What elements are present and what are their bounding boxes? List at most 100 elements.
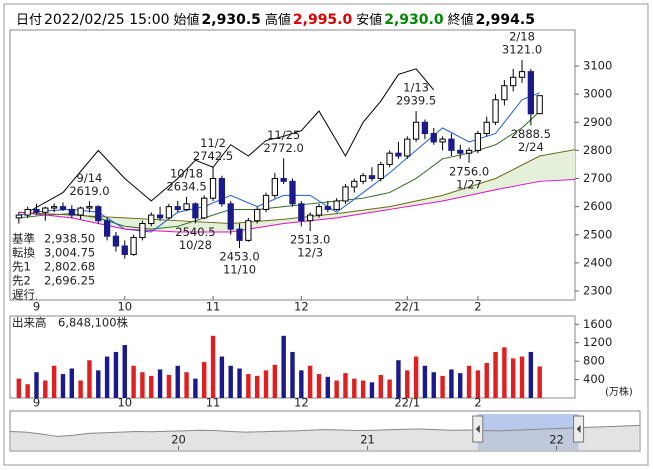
header-value: 2,930.5 xyxy=(201,12,261,28)
volume-bar xyxy=(413,356,419,398)
volume-bar xyxy=(122,345,127,398)
volume-bar xyxy=(219,356,225,398)
candle-body xyxy=(33,208,40,213)
volume-bar xyxy=(493,351,498,398)
header-label: 高値 xyxy=(264,13,291,28)
volume-bar xyxy=(87,360,92,398)
volume-bar xyxy=(113,351,119,398)
price-panel xyxy=(9,29,576,301)
y-tick-label: 400 xyxy=(583,372,605,386)
header-value: 2,994.5 xyxy=(475,12,535,28)
legend-name: 基準 xyxy=(12,232,35,246)
candle-body xyxy=(315,206,323,216)
annotation-date: 10/18 xyxy=(170,166,203,180)
legend-box xyxy=(11,232,99,299)
header-label: 終値 xyxy=(447,13,474,28)
volume-bar xyxy=(96,370,101,398)
candle-body xyxy=(24,208,31,216)
volume-bar xyxy=(369,382,375,398)
volume-bar xyxy=(166,374,172,398)
volume-bar xyxy=(475,370,481,398)
annotation-value: 2756.0 xyxy=(449,164,489,178)
annotation-value: 2453.0 xyxy=(219,249,259,263)
candle-body xyxy=(262,194,270,210)
candle-body xyxy=(183,203,190,210)
volume-bar xyxy=(510,358,516,398)
candle-body xyxy=(298,203,305,222)
candle-body xyxy=(156,214,164,219)
candle-body xyxy=(527,71,535,115)
candle-body xyxy=(103,220,111,237)
candle-body xyxy=(510,76,517,87)
x-tick-label: 9 xyxy=(33,396,40,410)
annotation-date: 11/25 xyxy=(267,128,300,142)
candle-body xyxy=(59,206,67,210)
candle-body xyxy=(501,85,508,101)
x-tick-label: 12 xyxy=(294,300,309,314)
candle-body xyxy=(439,138,446,143)
volume-bar xyxy=(325,376,331,398)
y-tick-label: 2600 xyxy=(583,199,612,213)
volume-bar xyxy=(131,365,136,398)
header-label: 安値 xyxy=(356,13,383,28)
annotation-date: 11/10 xyxy=(223,262,256,276)
candle-body xyxy=(386,152,393,165)
indicator-line xyxy=(27,68,435,213)
x-tick-label: 10 xyxy=(117,396,132,410)
candle-body xyxy=(95,206,102,222)
annotation-date: 2/24 xyxy=(518,140,544,154)
volume-bar xyxy=(502,347,507,398)
volume-bar xyxy=(157,369,163,398)
y-tick-label: 2300 xyxy=(583,284,612,298)
x-tick-label: 22/1 xyxy=(394,300,420,314)
candle-body xyxy=(218,178,226,205)
navigator-handle-arrow xyxy=(475,425,480,433)
volume-bar xyxy=(254,375,260,398)
x-tick-label: 2 xyxy=(474,300,481,314)
volume-unit: (万株) xyxy=(605,385,633,398)
volume-bar xyxy=(78,380,83,398)
candle-body xyxy=(227,203,234,230)
volume-bar xyxy=(387,379,392,398)
volume-total: 6,848,100株 xyxy=(58,316,129,330)
volume-bar xyxy=(422,365,428,398)
candle-body xyxy=(333,200,340,210)
candle-body xyxy=(121,245,128,255)
annotation-date: 1/27 xyxy=(456,177,482,191)
header-label: 日付 xyxy=(16,13,43,28)
candle-body xyxy=(112,235,120,247)
volume-bar xyxy=(352,378,357,398)
candle-body xyxy=(289,180,296,205)
annotation-date: 10/28 xyxy=(179,238,212,252)
candle-body xyxy=(492,99,499,123)
candle-body xyxy=(50,206,58,209)
candle-body xyxy=(77,207,84,216)
annotation-date: 11/2 xyxy=(200,136,226,150)
legend-value: 2,696.25 xyxy=(44,274,95,288)
header: 日付 2022/02/25 15:00 始値 2,930.5 高値 2,995.0 安値 2,… xyxy=(12,9,535,28)
legend-name: 先1 xyxy=(12,260,31,274)
candle-body xyxy=(130,237,137,255)
candle-body xyxy=(165,206,173,219)
candle-body xyxy=(457,149,464,154)
volume-bar xyxy=(140,372,145,398)
volume-bar xyxy=(316,374,322,398)
y-tick-label: 800 xyxy=(583,354,605,368)
volume-bar xyxy=(449,369,454,398)
candle-body xyxy=(377,163,384,179)
volume-bar xyxy=(440,375,445,398)
annotation-value: 2939.5 xyxy=(396,94,436,108)
annotation-value: 3121.0 xyxy=(502,43,542,57)
candle-body xyxy=(342,186,349,202)
legend-name: 遅行 xyxy=(12,288,35,302)
volume-bar xyxy=(69,368,75,398)
x-tick-label: 22/1 xyxy=(394,396,420,410)
navigator-handle-arrow xyxy=(576,425,581,433)
candle-body xyxy=(280,178,287,182)
annotation-date: 9/14 xyxy=(77,171,103,185)
candle-body xyxy=(236,228,243,241)
candle-body xyxy=(174,206,181,210)
header-value: 2,930.0 xyxy=(384,12,444,28)
navigator-line xyxy=(9,424,641,437)
